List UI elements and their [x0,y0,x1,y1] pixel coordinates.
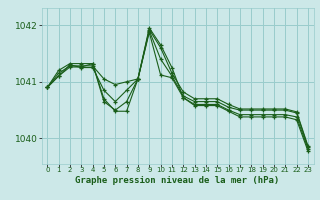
X-axis label: Graphe pression niveau de la mer (hPa): Graphe pression niveau de la mer (hPa) [76,176,280,185]
